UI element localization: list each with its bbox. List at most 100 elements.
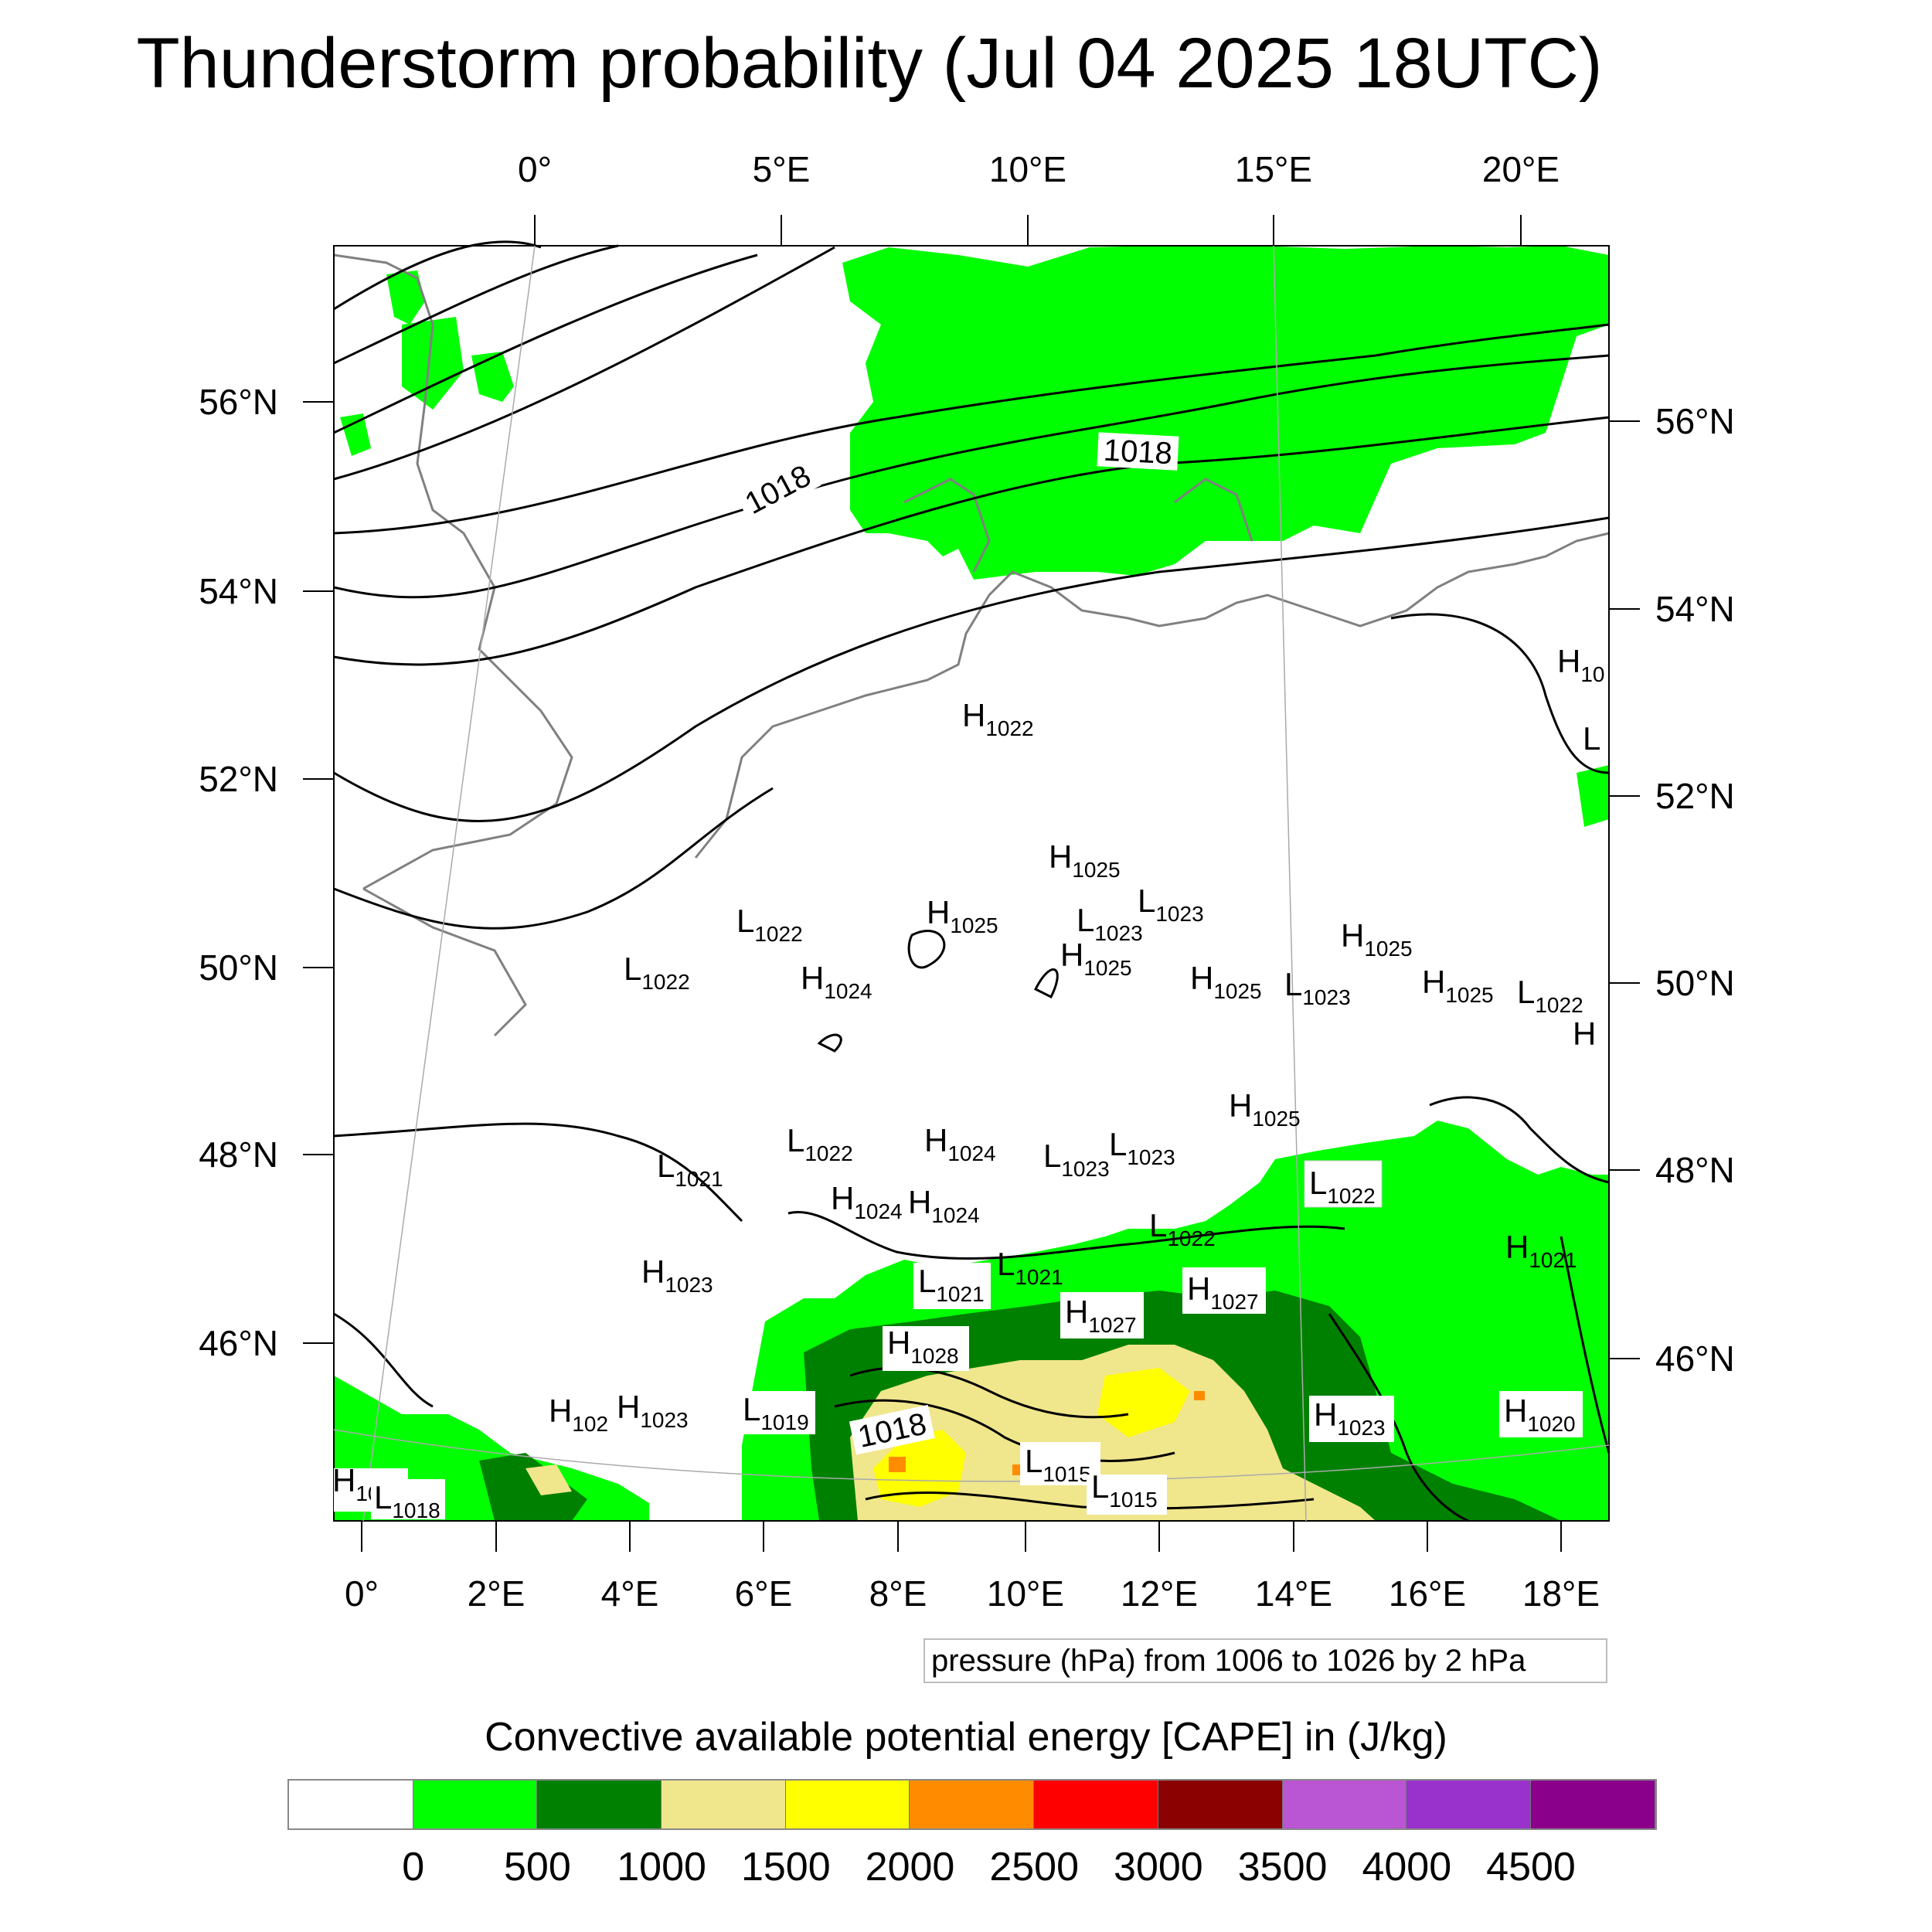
bottom-lon-label: 14°E — [1255, 1573, 1332, 1614]
bottom-lon-label: 0° — [345, 1573, 379, 1614]
bottom-lon-label: 4°E — [601, 1573, 659, 1614]
pressure-center-label: H1024 — [908, 1184, 980, 1227]
pressure-center-label: H1024 — [924, 1122, 996, 1165]
pressure-center-label: H1023 — [617, 1389, 689, 1432]
top-lon-label: 15°E — [1235, 149, 1312, 189]
left-lat-label: 54°N — [199, 571, 278, 611]
plot-frame — [333, 245, 1610, 1522]
colorbar-swatch — [1406, 1781, 1531, 1828]
right-lat-label: 56°N — [1655, 401, 1735, 441]
colorbar-label: 2500 — [989, 1845, 1080, 1889]
colorbar-label: 3000 — [1114, 1845, 1203, 1889]
colorbar-label: 3500 — [1237, 1845, 1328, 1889]
colorbar-swatch — [1158, 1781, 1283, 1828]
right-lat-label: 52°N — [1655, 776, 1735, 816]
pressure-center-label: H1024 — [801, 960, 872, 1003]
pressure-center-label: H1025 — [1422, 964, 1494, 1007]
pressure-center-label: H1025 — [1229, 1087, 1301, 1131]
pressure-center-label: H1023 — [641, 1253, 713, 1297]
pressure-center-label: L1021 — [997, 1246, 1063, 1289]
pressure-center-label: H1027 — [1065, 1294, 1137, 1337]
pressure-center-label: H102 — [549, 1393, 608, 1436]
right-lat-labels: 56°N 54°N 52°N 50°N 48°N 46°N — [1655, 401, 1735, 1379]
left-lat-label: 52°N — [199, 759, 278, 799]
graticule — [333, 245, 1610, 1522]
pressure-center-label: H — [1573, 1015, 1596, 1052]
colorbar-label: 2000 — [865, 1845, 955, 1889]
cape-area-north — [842, 246, 1609, 580]
colorbar-label: 500 — [504, 1845, 571, 1889]
bottom-lon-label: 10°E — [987, 1573, 1064, 1614]
left-lat-label: 50°N — [199, 947, 278, 988]
map-title: Thunderstorm probability (Jul 04 2025 18… — [136, 24, 1603, 103]
top-lon-label: 0° — [518, 149, 552, 189]
colorbar-swatch — [1530, 1781, 1655, 1828]
colorbar-label: 1500 — [740, 1845, 831, 1889]
pressure-center-label: L1022 — [1149, 1207, 1216, 1250]
cape-area-yellow — [873, 1430, 966, 1507]
left-lat-label: 46°N — [199, 1323, 278, 1363]
pressure-center-label: L1019 — [743, 1391, 809, 1434]
colorbar-label: 1000 — [617, 1845, 706, 1889]
cape-area-nw4 — [340, 413, 371, 456]
pressure-center-label: L1023 — [1284, 966, 1351, 1009]
colorbar-title: Convective available potential energy [C… — [485, 1715, 1447, 1760]
pressure-center-label: L1015 — [1091, 1468, 1158, 1512]
left-lat-labels: 56°N 54°N 52°N 50°N 48°N 46°N — [199, 382, 278, 1363]
pressure-center-label: L1022 — [787, 1122, 853, 1165]
right-lat-label: 46°N — [1655, 1338, 1735, 1379]
pressure-center-label: L1022 — [1309, 1165, 1376, 1208]
pressure-center-label: L1021 — [918, 1263, 985, 1306]
bottom-lon-label: 18°E — [1522, 1573, 1600, 1614]
cape-area-nw3 — [471, 352, 514, 402]
isobar-label: 1018 — [1103, 434, 1173, 471]
pressure-center-label: L1022 — [736, 903, 803, 946]
colorbar-label: 4000 — [1362, 1845, 1452, 1889]
colorbar-swatch — [785, 1781, 910, 1828]
pressure-center-label: H1021 — [1505, 1229, 1577, 1272]
right-lat-label: 50°N — [1655, 963, 1735, 1003]
bottom-lon-label: 8°E — [869, 1573, 927, 1614]
cape-area-darkgreen2 — [479, 1453, 587, 1521]
colorbar-label: 4500 — [1486, 1845, 1576, 1889]
colorbar-swatch — [289, 1781, 413, 1828]
colorbar-swatch — [1282, 1781, 1407, 1828]
pressure-center-label: L1015 — [1025, 1443, 1091, 1486]
pressure-centers: H1022 H1025 L1022 L1022 H1025 L1023 L102… — [332, 643, 1605, 1522]
top-lon-label: 20°E — [1482, 149, 1560, 189]
bottom-lon-label: 16°E — [1389, 1573, 1466, 1614]
cape-area-khaki — [850, 1345, 1376, 1521]
axis-ticks — [303, 215, 1640, 1552]
top-lon-label: 5°E — [753, 149, 811, 189]
cape-area-nw2 — [402, 317, 464, 410]
top-lon-labels: 0° 5°E 10°E 15°E 20°E — [518, 149, 1560, 189]
pressure-center-label: H1025 — [1190, 960, 1262, 1003]
pressure-contour-note: pressure (hPa) from 1006 to 1026 by 2 hP… — [923, 1638, 1607, 1683]
colorbar-swatch — [662, 1781, 786, 1828]
isobar-label: 1018 — [740, 459, 816, 522]
isobars — [333, 240, 1611, 1522]
colorbar-swatch — [413, 1781, 538, 1828]
pressure-center-label: L — [1583, 720, 1600, 757]
pressure-center-label: L1018 — [374, 1479, 440, 1522]
left-lat-label: 48°N — [199, 1134, 278, 1175]
cape-area-yellow2 — [1097, 1368, 1190, 1437]
bottom-lon-labels: 0° 2°E 4°E 6°E 8°E 10°E 12°E 14°E 16°E 1… — [345, 1573, 1600, 1614]
colorbar-swatch — [1034, 1781, 1158, 1828]
pressure-center-label: H1027 — [1187, 1270, 1259, 1314]
right-lat-label: 54°N — [1655, 589, 1735, 629]
pressure-center-label: H1025 — [1341, 917, 1413, 961]
pressure-center-label: H1024 — [831, 1180, 903, 1223]
pressure-center-label: L1023 — [1077, 902, 1143, 945]
pressure-center-label: L1023 — [1109, 1126, 1175, 1169]
pressure-center-label: H1025 — [1060, 937, 1132, 980]
cape-area-nw1 — [386, 270, 425, 325]
cape-area-khaki2 — [526, 1464, 572, 1495]
pressure-center-label: L1023 — [1138, 883, 1204, 926]
pressure-center-label: H1028 — [887, 1325, 959, 1368]
cape-area-e — [1577, 765, 1609, 827]
left-lat-label: 56°N — [199, 382, 278, 422]
colorbar-swatch — [537, 1781, 662, 1828]
colorbar — [287, 1779, 1657, 1830]
